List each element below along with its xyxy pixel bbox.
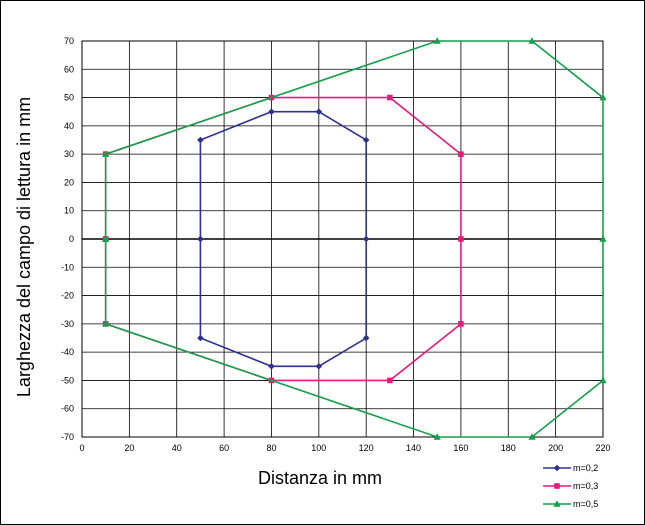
series-m=0,5 [102, 37, 607, 440]
y-tick-label: 50 [64, 93, 74, 103]
y-tick-label: 40 [64, 121, 74, 131]
data-point [458, 151, 464, 157]
x-tick-label: 180 [501, 443, 516, 453]
y-tick-label: -40 [61, 347, 74, 357]
data-point [362, 136, 370, 144]
tick-labels: 0 20 40 60 80 100 120 140 160 180 200 2207060504030… [61, 36, 611, 453]
data-point [197, 334, 204, 342]
x-tick-label: 60 [219, 443, 229, 453]
data-point [599, 235, 607, 242]
legend: m=0,2 m=0,3 m=0,5 [543, 463, 598, 509]
data-point [268, 362, 275, 370]
data-point [102, 320, 110, 327]
x-tick-label: 40 [172, 443, 182, 453]
data-point [599, 93, 607, 101]
x-tick-label: 140 [406, 443, 421, 453]
data-point [433, 37, 441, 44]
y-tick-label: 70 [64, 36, 74, 46]
legend-label: m=0,3 [573, 481, 598, 491]
data-point [197, 235, 204, 243]
data-point [315, 362, 323, 370]
data-point [528, 37, 536, 44]
data-point [268, 108, 275, 116]
y-tick-label: 30 [64, 149, 74, 159]
series-layer [102, 37, 607, 440]
y-tick-label: -60 [61, 404, 74, 414]
data-point [102, 235, 110, 242]
y-tick-label: -20 [61, 291, 74, 301]
legend-item: m=0,2 [543, 463, 598, 473]
x-tick-label: 100 [311, 443, 326, 453]
x-tick-label: 220 [595, 443, 610, 453]
y-tick-label: 10 [64, 206, 74, 216]
data-point [433, 433, 441, 440]
grid [81, 40, 604, 438]
legend-item: m=0,5 [543, 499, 598, 509]
data-point [197, 136, 204, 144]
x-axis-label: Distanza in mm [258, 468, 382, 488]
data-point [458, 321, 464, 327]
data-point [528, 433, 536, 440]
x-tick-label: 160 [453, 443, 468, 453]
x-tick-label: 120 [359, 443, 374, 453]
data-point [387, 377, 393, 384]
y-tick-label: -70 [61, 432, 74, 442]
data-point [315, 108, 323, 116]
series-m=0,2 [197, 108, 370, 370]
x-tick-label: 0 [79, 443, 84, 453]
legend-item: m=0,3 [543, 481, 598, 491]
y-tick-label: 0 [69, 234, 74, 244]
x-tick-label: 80 [266, 443, 276, 453]
y-tick-label: 20 [64, 177, 74, 187]
y-axis-label: Larghezza del campo di lettura in mm [14, 97, 34, 397]
x-tick-label: 200 [548, 443, 563, 453]
legend-marker [553, 500, 561, 507]
legend-marker [554, 483, 560, 489]
data-point [362, 334, 370, 342]
legend-label: m=0,5 [573, 499, 598, 509]
data-point [387, 94, 393, 101]
y-tick-label: -50 [61, 375, 74, 385]
data-point [458, 236, 464, 242]
legend-marker [553, 464, 561, 472]
data-point [362, 235, 370, 243]
data-point [599, 376, 607, 384]
y-tick-label: -10 [61, 262, 74, 272]
x-tick-label: 20 [124, 443, 134, 453]
legend-label: m=0,2 [573, 463, 598, 473]
y-tick-label: 60 [64, 64, 74, 74]
y-tick-label: -30 [61, 319, 74, 329]
data-point [102, 150, 110, 157]
